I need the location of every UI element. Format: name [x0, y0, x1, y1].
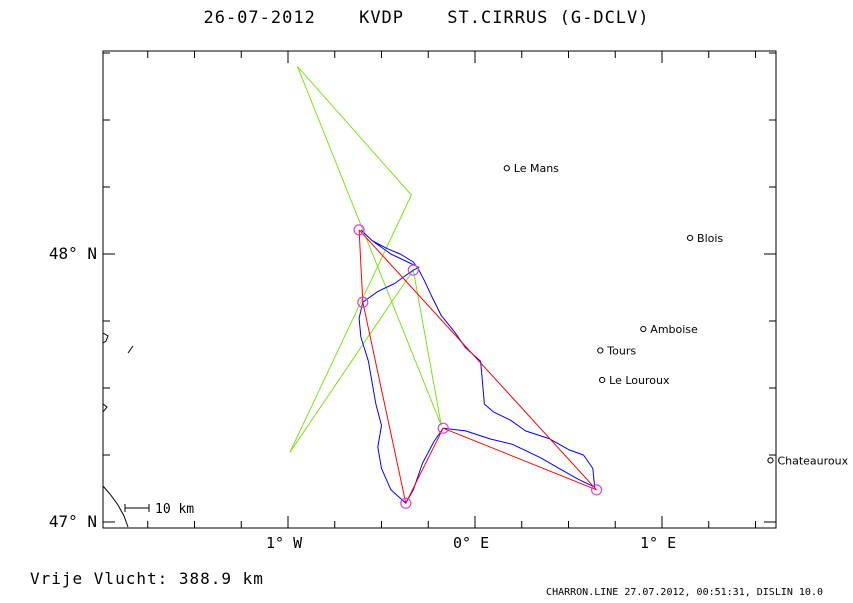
- town-label: Tours: [606, 344, 636, 357]
- towns: Le Mans Blois Amboise Tours Le Louroux Chatea…: [503, 162, 849, 467]
- coastline: [102, 332, 134, 528]
- distance-label: Vrije Vlucht: 388.9 km: [30, 569, 264, 588]
- town-label: Amboise: [650, 323, 698, 336]
- lon-label: 0° E: [453, 534, 490, 552]
- town: Le Mans: [503, 162, 559, 175]
- turnpoint-marker: [357, 296, 369, 308]
- turnpoint-marker: [590, 484, 603, 496]
- lon-label: 1° E: [640, 534, 677, 552]
- map-title: 26-07-2012 KVDP ST.CIRRUS (G-DCLV): [0, 8, 853, 28]
- turnpoints: [353, 224, 603, 509]
- turnpoint-marker: [437, 422, 449, 434]
- town-marker: [597, 347, 604, 354]
- coastline-segment: [102, 485, 129, 528]
- lat-label: 47° N: [48, 512, 97, 531]
- flight-track-line: [358, 229, 596, 504]
- map-frame: [102, 50, 777, 529]
- scale-bar: 10 km: [124, 502, 194, 517]
- task-route-line: [358, 229, 597, 504]
- town-marker: [503, 165, 510, 172]
- town: Chateauroux: [767, 454, 849, 467]
- lat-label: 48° N: [48, 244, 97, 263]
- town-marker: [640, 325, 647, 333]
- town-label: Le Louroux: [609, 374, 670, 387]
- scale-label: 10 km: [155, 502, 194, 517]
- turnpoint-marker: [400, 497, 412, 509]
- task-route: [358, 229, 597, 504]
- flight-date: 26-07-2012: [203, 8, 316, 28]
- town: Le Louroux: [599, 374, 670, 387]
- airfield-code: KVDP: [359, 8, 405, 28]
- town-marker: [686, 234, 694, 242]
- town-label: Blois: [697, 232, 723, 245]
- turnpoint-marker: [353, 224, 365, 236]
- town-label: Le Mans: [514, 162, 559, 175]
- town-label: Chateauroux: [777, 454, 848, 467]
- town: Amboise: [640, 323, 698, 336]
- coastline-segment: [102, 403, 108, 413]
- turnpoint-marker: [407, 264, 419, 276]
- glider-name: ST.CIRRUS (G-DCLV): [447, 8, 650, 28]
- town: Blois: [686, 232, 723, 245]
- frame-border: [102, 50, 777, 529]
- coastline-segment: [102, 332, 109, 344]
- footer-info: CHARRON.LINE 27.07.2012, 00:51:31, DISLI…: [546, 587, 823, 598]
- town-marker: [599, 376, 606, 384]
- town: Tours: [597, 344, 636, 357]
- flight-track: [358, 229, 596, 504]
- optimized-route-line: [289, 66, 442, 453]
- optimized-route: [289, 66, 442, 453]
- coastline-segment: [127, 345, 134, 354]
- lon-label: 1° W: [266, 534, 303, 552]
- town-marker: [767, 457, 774, 464]
